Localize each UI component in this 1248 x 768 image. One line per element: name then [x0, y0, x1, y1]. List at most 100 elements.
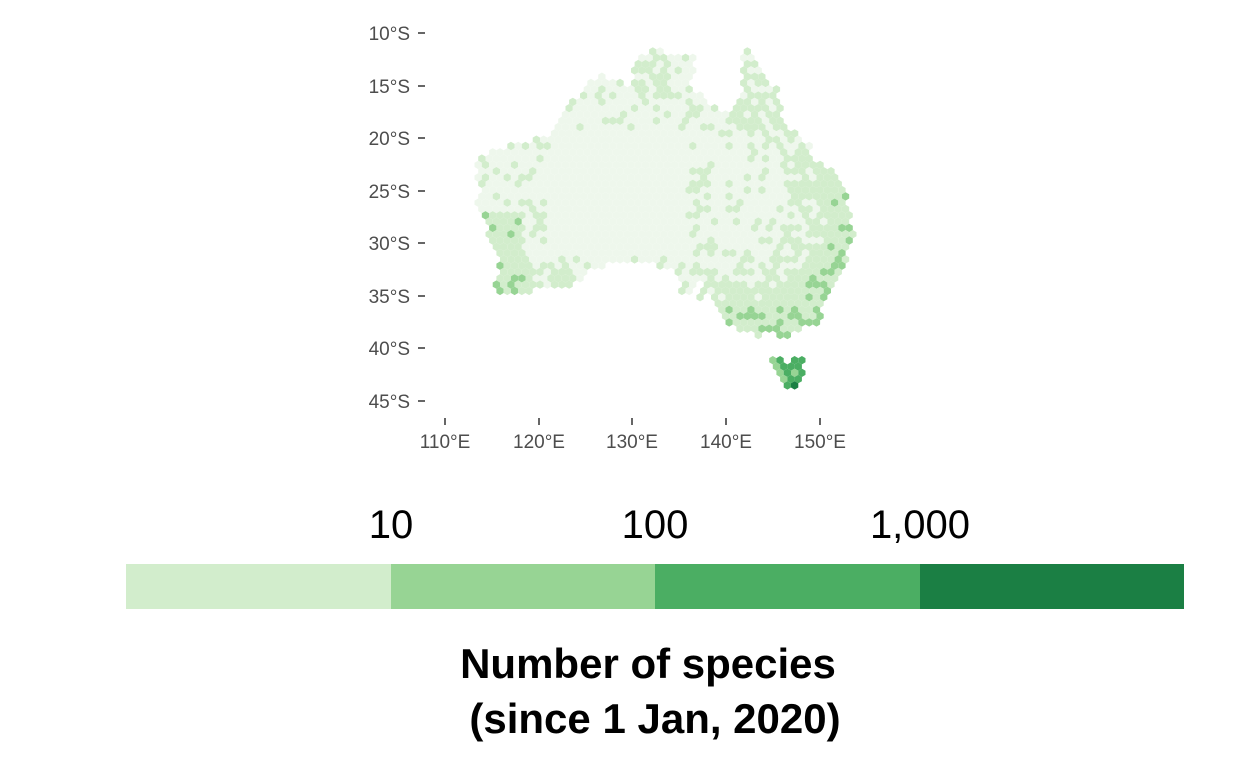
hex-cell — [620, 185, 628, 195]
hex-cell — [681, 66, 690, 75]
hex-cell — [834, 230, 842, 239]
hex-cell — [507, 204, 515, 214]
hex-cell — [681, 192, 690, 201]
hex-cell — [605, 185, 613, 195]
hex-cell — [656, 122, 664, 132]
hex-cell — [569, 97, 577, 107]
hex-cell — [732, 293, 741, 302]
hex-cell — [616, 179, 624, 188]
hex-cell — [660, 217, 668, 226]
hex-cell — [787, 173, 795, 182]
hex-cell — [583, 122, 591, 132]
hex-cell — [601, 116, 610, 125]
hex-cell — [503, 236, 511, 245]
hex-cell — [718, 204, 726, 214]
hex-cell — [674, 129, 682, 138]
hex-cell — [711, 217, 719, 226]
hex-cell — [692, 148, 701, 157]
hex-cell — [791, 305, 799, 314]
hex-cell — [656, 236, 664, 245]
hex-cell — [634, 59, 642, 69]
hex-cell — [561, 185, 570, 195]
hex-cell — [696, 230, 704, 239]
hex-cell — [751, 97, 759, 107]
hex-cell — [590, 198, 599, 207]
hex-cell — [561, 274, 570, 283]
hex-cell — [772, 173, 781, 182]
hex-cell — [478, 167, 486, 176]
hex-cell — [758, 236, 766, 245]
hex-cell — [474, 198, 482, 207]
hex-cell — [656, 173, 664, 182]
hex-cell — [707, 135, 715, 144]
hex-cell — [569, 135, 577, 144]
hex-cell — [809, 274, 817, 283]
hex-cell — [645, 53, 653, 62]
hex-cell — [627, 223, 635, 233]
hex-cell — [798, 141, 806, 151]
hex-cell — [631, 242, 639, 251]
hex-cell — [481, 198, 490, 207]
hex-cell — [732, 217, 741, 226]
hex-cell — [489, 185, 497, 195]
legend-tick-label: 10 — [369, 503, 414, 547]
hex-cell — [550, 267, 559, 277]
hex-cell — [598, 261, 606, 270]
hex-cell — [761, 141, 770, 151]
hex-cell — [696, 255, 704, 264]
hex-cell — [518, 274, 526, 283]
hex-cell — [812, 267, 821, 277]
hex-cell — [645, 204, 653, 214]
hex-cell — [827, 204, 835, 214]
hex-cell — [576, 261, 584, 270]
hex-cell — [743, 173, 751, 182]
hex-cell — [820, 217, 828, 226]
hex-cell — [609, 204, 617, 214]
hex-cell — [478, 192, 486, 201]
hex-cell — [678, 274, 686, 283]
lat-tick-label: 20°S — [369, 129, 410, 150]
hex-cell — [791, 192, 799, 201]
hex-cell — [620, 85, 628, 94]
hex-cell — [769, 305, 777, 314]
hex-cell — [809, 198, 817, 207]
hex-cell — [594, 179, 602, 188]
hex-cell — [663, 148, 671, 157]
hex-cell — [634, 85, 642, 94]
hex-cell — [787, 374, 795, 384]
hex-cell — [794, 185, 802, 195]
hex-cell — [652, 104, 661, 113]
hex-cell — [761, 104, 770, 113]
hex-cell — [554, 185, 562, 195]
hex-cell — [776, 192, 784, 201]
hex-cell — [649, 59, 657, 69]
hex-cell — [503, 286, 511, 296]
hex-cell — [601, 217, 610, 226]
hex-cell — [518, 148, 526, 157]
hex-cell — [754, 129, 762, 138]
hex-cell — [765, 198, 773, 207]
hex-cell — [649, 160, 657, 170]
hex-cell — [751, 286, 759, 296]
hex-cell — [620, 248, 628, 258]
hex-cell — [623, 192, 631, 201]
hex-cell — [663, 185, 671, 195]
hex-cell — [794, 261, 802, 270]
hex-cell — [598, 173, 606, 182]
hex-cell — [732, 280, 741, 289]
hex-cell — [529, 230, 537, 239]
hex-cell — [834, 242, 842, 251]
hex-cell — [540, 185, 548, 195]
hex-cell — [514, 179, 522, 188]
hex-cell — [841, 192, 850, 201]
hex-cell — [500, 204, 508, 214]
hex-cell — [580, 116, 588, 125]
hex-cell — [754, 104, 762, 113]
hex-cell — [794, 324, 802, 333]
hex-cell — [558, 116, 566, 125]
hex-cell — [721, 248, 730, 258]
hex-cell — [496, 198, 504, 207]
hex-cell — [769, 204, 777, 214]
hex-cell — [518, 286, 526, 296]
hex-cell — [583, 160, 591, 170]
